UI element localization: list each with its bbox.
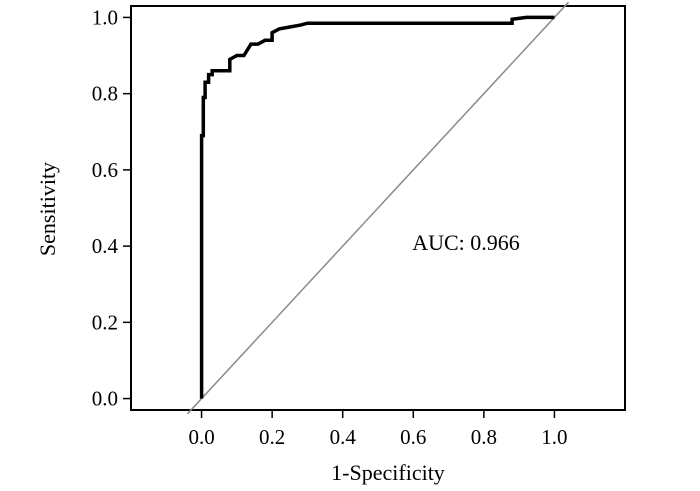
plot-frame [130,5,626,411]
y-tick-label: 0.4 [92,234,119,258]
y-tick-label: 1.0 [92,5,118,29]
y-tick-label: 0.0 [92,387,118,411]
x-tick-label: 0.2 [259,425,285,449]
x-tick-label: 0.4 [330,425,357,449]
x-tick-label: 1.0 [541,425,567,449]
x-tick-label: 0.6 [400,425,426,449]
y-tick-label: 0.6 [92,158,118,182]
x-tick-label: 0.8 [471,425,497,449]
x-axis-title: 1-Specificity [331,460,445,485]
reference-diagonal-line [186,1,570,415]
y-tick-label: 0.2 [92,310,118,334]
x-tick-label: 0.0 [188,425,214,449]
roc-curve-line [199,15,555,399]
y-tick-label: 0.8 [92,82,118,106]
auc-annotation: AUC: 0.966 [412,230,520,255]
y-axis-title: Sensitivity [35,162,60,256]
